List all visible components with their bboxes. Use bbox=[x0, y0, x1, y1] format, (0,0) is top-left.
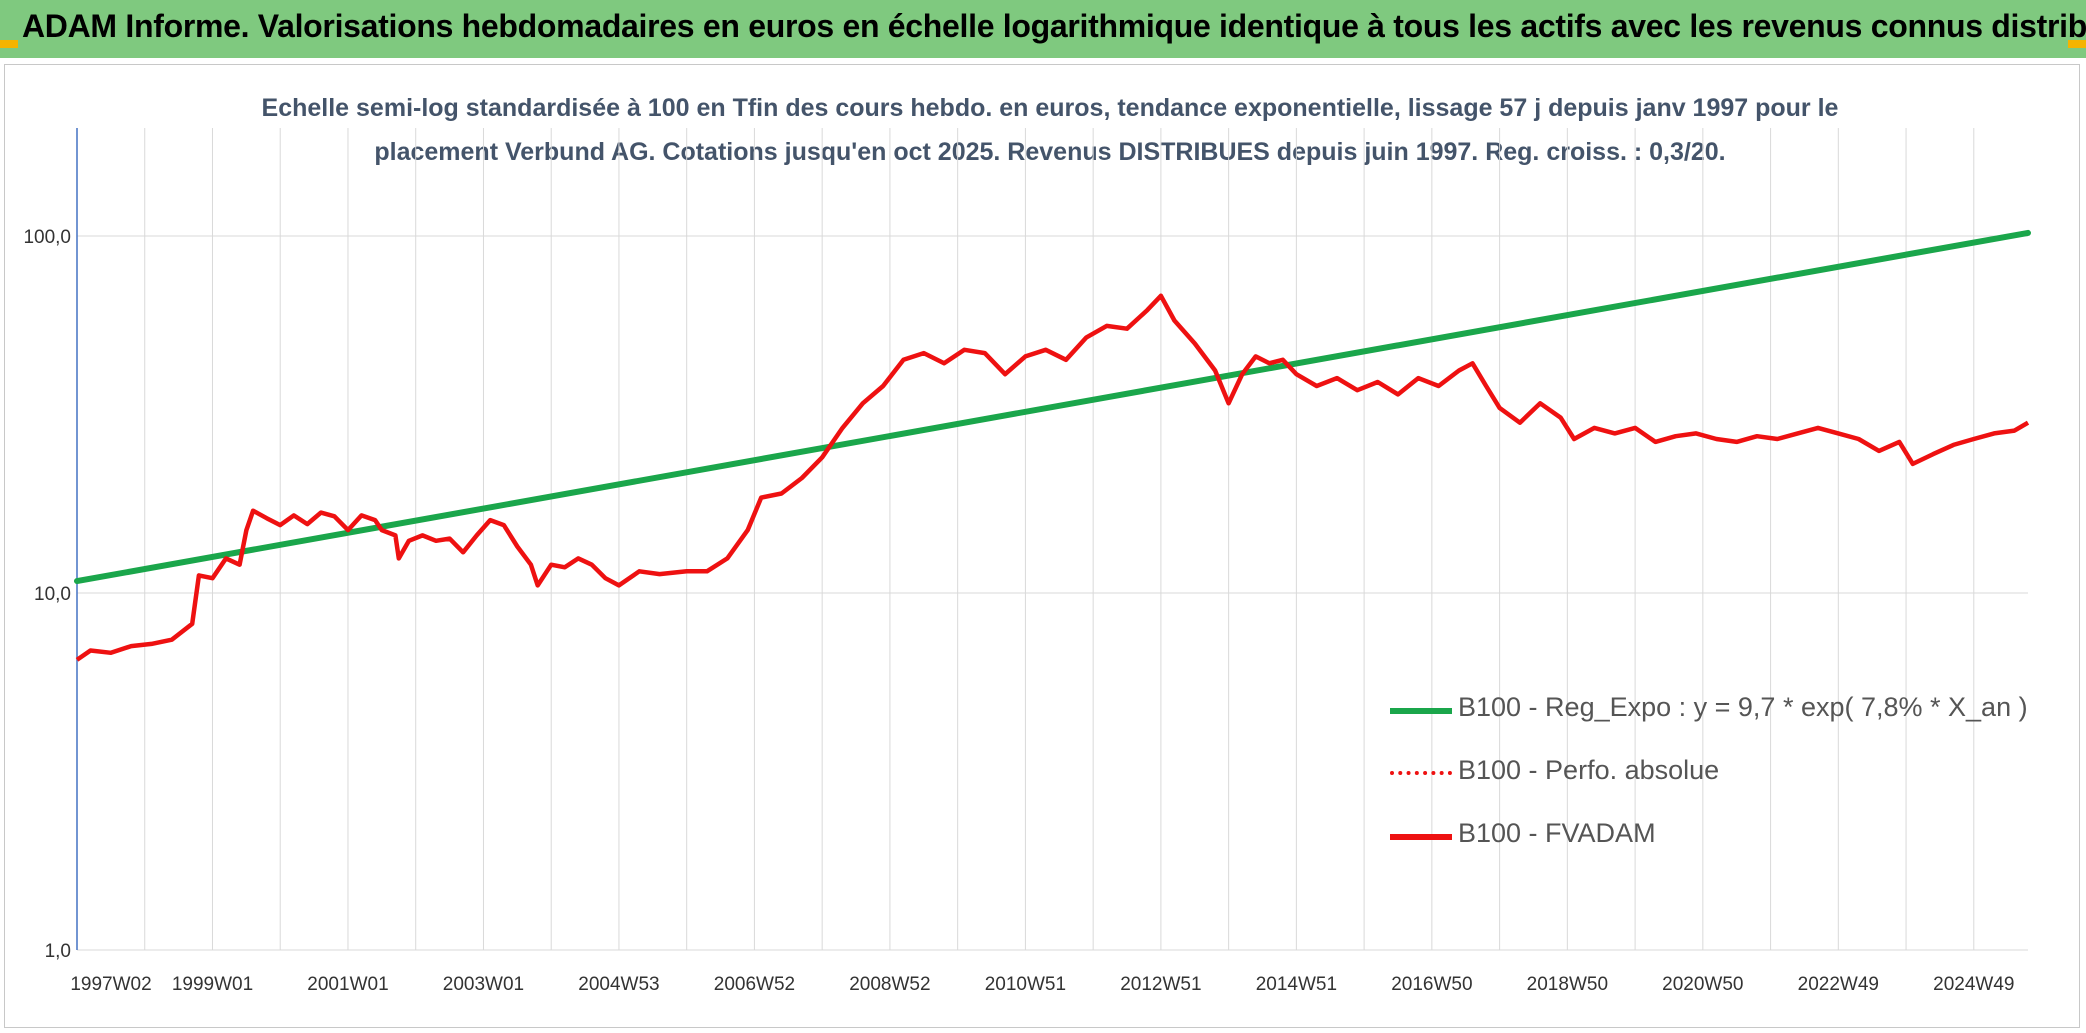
grid-layer bbox=[77, 128, 2028, 951]
x-tick-label-1: 1999W01 bbox=[172, 974, 253, 995]
corner-marker-right bbox=[2068, 40, 2086, 48]
x-tick-label-12: 2020W50 bbox=[1662, 974, 1743, 995]
legend-item-absolute: B100 - Perfo. absolue bbox=[1390, 751, 1990, 814]
x-tick-label-3: 2003W01 bbox=[443, 974, 524, 995]
legend-swatch-regression bbox=[1390, 708, 1452, 714]
x-tick-label-5: 2006W52 bbox=[714, 974, 795, 995]
series-line-regression bbox=[74, 229, 2031, 585]
y-tick-label-0: 1,0 bbox=[45, 941, 71, 962]
x-tick-label-14: 2024W49 bbox=[1933, 974, 2014, 995]
x-tick-label-7: 2010W51 bbox=[985, 974, 1066, 995]
x-tick-label-0: 1997W02 bbox=[70, 974, 151, 995]
x-tick-label-11: 2018W50 bbox=[1527, 974, 1608, 995]
header-title: ADAM Informe. Valorisations hebdomadaire… bbox=[22, 8, 2086, 44]
legend-swatch-absolute bbox=[1390, 771, 1452, 775]
legend-label-absolute: B100 - Perfo. absolue bbox=[1458, 755, 1720, 785]
series-layer bbox=[74, 229, 2031, 662]
header-banner: ADAM Informe. Valorisations hebdomadaire… bbox=[0, 0, 2086, 58]
series-line-fvadam bbox=[75, 293, 2030, 662]
x-tick-label-13: 2022W49 bbox=[1798, 974, 1879, 995]
x-tick-labels: 1997W02 1999W01 2001W01 2003W01 2004W53 2006W… bbox=[70, 974, 2014, 995]
chart-frame bbox=[4, 64, 2080, 1028]
x-tick-label-9: 2014W51 bbox=[1256, 974, 1337, 995]
y-tick-label-1: 10,0 bbox=[34, 584, 71, 605]
x-tick-label-10: 2016W50 bbox=[1391, 974, 1472, 995]
legend-label-fvadam: B100 - FVADAM bbox=[1458, 818, 1656, 848]
chart-title: Echelle semi-log standardisée à 100 en T… bbox=[261, 94, 1839, 166]
legend-item-regression: B100 - Reg_Expo : y = 9,7 * exp( 7,8% * … bbox=[1390, 688, 2028, 751]
x-tick-label-8: 2012W51 bbox=[1120, 974, 1201, 995]
legend: B100 - Reg_Expo : y = 9,7 * exp( 7,8% * … bbox=[1390, 688, 2028, 877]
y-tick-label-2: 100,0 bbox=[23, 227, 71, 248]
x-tick-label-2: 2001W01 bbox=[307, 974, 388, 995]
legend-label-regression: B100 - Reg_Expo : y = 9,7 * exp( 7,8% * … bbox=[1458, 692, 2028, 722]
legend-item-fvadam: B100 - FVADAM bbox=[1390, 814, 1990, 877]
x-tick-label-4: 2004W53 bbox=[578, 974, 659, 995]
x-tick-label-6: 2008W52 bbox=[849, 974, 930, 995]
legend-swatch-fvadam bbox=[1390, 834, 1452, 840]
corner-marker-left bbox=[0, 40, 18, 48]
y-tick-labels: 1,0 10,0 100,0 bbox=[23, 227, 71, 962]
